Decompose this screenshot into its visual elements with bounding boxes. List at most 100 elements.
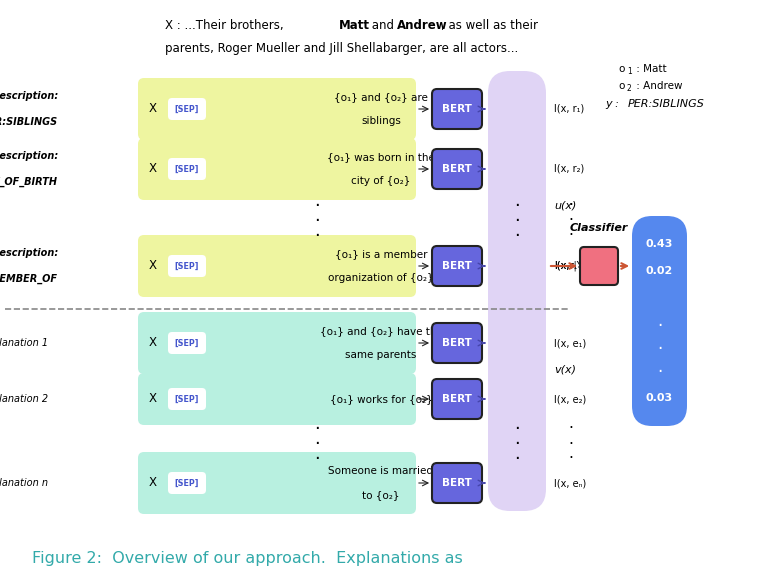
Text: , as well as their: , as well as their [441, 20, 538, 33]
Text: {o₁} was born in the: {o₁} was born in the [327, 152, 435, 162]
Text: BERT: BERT [442, 261, 472, 271]
FancyBboxPatch shape [138, 235, 416, 297]
Text: .: . [514, 445, 520, 463]
FancyBboxPatch shape [138, 312, 416, 374]
Text: [SEP]: [SEP] [175, 479, 199, 487]
FancyBboxPatch shape [632, 216, 687, 426]
Text: BERT: BERT [442, 338, 472, 348]
Text: Explanation 1: Explanation 1 [0, 338, 48, 348]
Text: Figure 2:  Overview of our approach.  Explanations as: Figure 2: Overview of our approach. Expl… [32, 551, 463, 566]
Text: 2: 2 [627, 84, 632, 94]
FancyBboxPatch shape [432, 463, 482, 503]
Text: .: . [314, 445, 320, 463]
Text: l(x, e₂): l(x, e₂) [554, 394, 586, 404]
Text: o: o [618, 81, 624, 91]
FancyBboxPatch shape [168, 472, 206, 494]
FancyBboxPatch shape [580, 247, 618, 285]
Text: .: . [657, 335, 662, 353]
Text: 0.02: 0.02 [646, 266, 673, 276]
FancyBboxPatch shape [168, 332, 206, 354]
Text: PER:SIBLINGS: PER:SIBLINGS [628, 99, 705, 109]
Text: {o₁} is a member: {o₁} is a member [335, 249, 428, 259]
Text: Classifier: Classifier [570, 223, 628, 233]
FancyBboxPatch shape [138, 138, 416, 200]
Text: PER:CITY_OF_BIRTH: PER:CITY_OF_BIRTH [0, 177, 58, 187]
FancyBboxPatch shape [168, 98, 206, 120]
Text: city of {o₂}: city of {o₂} [351, 176, 411, 186]
Text: u(x): u(x) [554, 201, 577, 211]
Text: {o₁} and {o₂} have the: {o₁} and {o₂} have the [320, 326, 442, 336]
Text: Explanation 2: Explanation 2 [0, 394, 48, 404]
Text: o: o [618, 64, 624, 74]
Text: .: . [514, 430, 520, 448]
Text: BERT: BERT [442, 164, 472, 174]
Text: .: . [568, 193, 574, 209]
Text: .: . [314, 430, 320, 448]
FancyBboxPatch shape [432, 323, 482, 363]
Text: .: . [514, 207, 520, 225]
Text: organization of {o₂}: organization of {o₂} [328, 273, 434, 283]
Text: Textual Description:: Textual Description: [0, 248, 58, 258]
FancyBboxPatch shape [138, 78, 416, 140]
Text: ORG:MEMBER_OF: ORG:MEMBER_OF [0, 274, 58, 284]
Text: .: . [514, 192, 520, 210]
Text: [SEP]: [SEP] [175, 105, 199, 113]
Text: X: X [149, 393, 157, 406]
Text: Someone is married: Someone is married [328, 466, 434, 476]
Text: Textual Description:: Textual Description: [0, 91, 58, 101]
FancyBboxPatch shape [138, 373, 416, 425]
Text: l(x,r₁₌ʏ₌): l(x,r₁₌ʏ₌) [554, 261, 598, 271]
Text: Andrew: Andrew [397, 20, 448, 33]
Text: l(x, r₂): l(x, r₂) [554, 164, 584, 174]
Text: {o₁} works for {o₂}: {o₁} works for {o₂} [330, 394, 432, 404]
Text: X: X [149, 163, 157, 175]
Text: : Matt: : Matt [633, 64, 667, 74]
Text: parents, Roger Mueller and Jill Shellabarger, are all actors...: parents, Roger Mueller and Jill Shellaba… [165, 42, 518, 56]
Text: .: . [568, 447, 574, 461]
Text: BERT: BERT [442, 478, 472, 488]
Text: l(x, eₙ): l(x, eₙ) [554, 478, 586, 488]
Text: .: . [657, 358, 662, 376]
Text: .: . [514, 415, 520, 433]
Text: l(x,r|Y|): l(x,r|Y|) [554, 261, 590, 271]
Text: l(x, e₁): l(x, e₁) [554, 338, 586, 348]
Text: BERT: BERT [442, 104, 472, 114]
Text: y :: y : [605, 99, 622, 109]
Text: Textual Description:: Textual Description: [0, 151, 58, 161]
Text: [SEP]: [SEP] [175, 394, 199, 403]
Text: 1: 1 [627, 67, 632, 77]
Text: 0.43: 0.43 [646, 239, 673, 249]
Text: to {o₂}: to {o₂} [362, 490, 400, 500]
Text: v(x): v(x) [554, 364, 576, 374]
FancyBboxPatch shape [168, 255, 206, 277]
Text: {o₁} and {o₂} are: {o₁} and {o₂} are [334, 92, 428, 102]
Text: .: . [314, 415, 320, 433]
Text: : Andrew: : Andrew [633, 81, 683, 91]
Text: .: . [568, 432, 574, 447]
Text: .: . [568, 224, 574, 238]
FancyBboxPatch shape [432, 379, 482, 419]
Text: X: X [149, 102, 157, 116]
FancyBboxPatch shape [168, 158, 206, 180]
FancyBboxPatch shape [488, 71, 546, 511]
Text: [SEP]: [SEP] [175, 339, 199, 347]
Text: same parents: same parents [345, 350, 417, 360]
Text: .: . [657, 312, 662, 330]
FancyBboxPatch shape [432, 89, 482, 129]
Text: 0.03: 0.03 [646, 393, 673, 403]
Text: Explanation n: Explanation n [0, 478, 48, 488]
Text: .: . [314, 222, 320, 240]
Text: X: X [149, 476, 157, 490]
Text: l(x, r₁): l(x, r₁) [554, 104, 584, 114]
Text: X : ...Their brothers,: X : ...Their brothers, [165, 20, 288, 33]
FancyBboxPatch shape [168, 388, 206, 410]
Text: Matt: Matt [339, 20, 370, 33]
FancyBboxPatch shape [432, 246, 482, 286]
Text: BERT: BERT [442, 394, 472, 404]
Text: .: . [314, 192, 320, 210]
Text: .: . [568, 417, 574, 432]
Text: .: . [314, 207, 320, 225]
Text: X: X [149, 336, 157, 350]
Text: X: X [149, 260, 157, 272]
Text: .: . [568, 209, 574, 224]
